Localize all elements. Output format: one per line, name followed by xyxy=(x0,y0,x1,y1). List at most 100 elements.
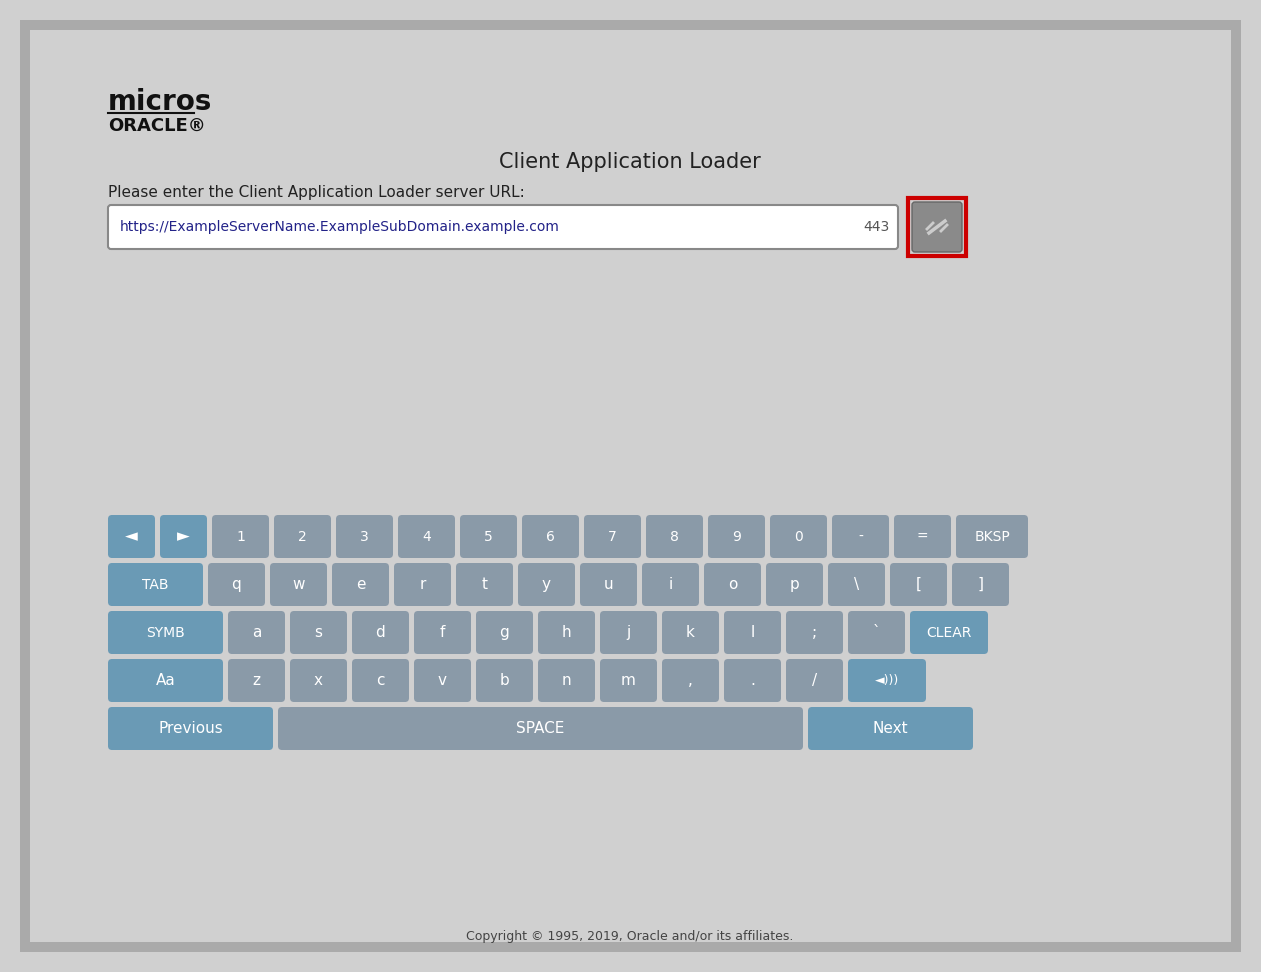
Text: w: w xyxy=(293,577,305,592)
Text: t: t xyxy=(482,577,488,592)
FancyBboxPatch shape xyxy=(704,563,760,606)
FancyBboxPatch shape xyxy=(642,563,699,606)
Text: 4: 4 xyxy=(422,530,431,543)
Text: q: q xyxy=(232,577,241,592)
FancyBboxPatch shape xyxy=(724,659,781,702)
FancyBboxPatch shape xyxy=(828,563,885,606)
FancyBboxPatch shape xyxy=(108,205,898,249)
Text: =: = xyxy=(917,530,928,543)
FancyBboxPatch shape xyxy=(212,515,269,558)
Text: .: . xyxy=(750,673,755,688)
FancyBboxPatch shape xyxy=(522,515,579,558)
Text: l: l xyxy=(750,625,754,640)
FancyBboxPatch shape xyxy=(847,659,926,702)
FancyBboxPatch shape xyxy=(108,515,155,558)
Text: CLEAR: CLEAR xyxy=(927,626,972,640)
FancyBboxPatch shape xyxy=(277,707,803,750)
FancyBboxPatch shape xyxy=(108,659,223,702)
Text: k: k xyxy=(686,625,695,640)
Text: x: x xyxy=(314,673,323,688)
FancyBboxPatch shape xyxy=(352,659,409,702)
FancyBboxPatch shape xyxy=(274,515,330,558)
FancyBboxPatch shape xyxy=(952,563,1009,606)
FancyBboxPatch shape xyxy=(475,659,533,702)
Text: ►: ► xyxy=(177,528,190,545)
Text: -: - xyxy=(857,530,863,543)
FancyBboxPatch shape xyxy=(786,659,844,702)
Text: TAB: TAB xyxy=(142,577,169,592)
Text: 9: 9 xyxy=(733,530,741,543)
Text: a: a xyxy=(252,625,261,640)
Text: s: s xyxy=(314,625,323,640)
Text: Client Application Loader: Client Application Loader xyxy=(499,152,760,172)
FancyBboxPatch shape xyxy=(580,563,637,606)
FancyBboxPatch shape xyxy=(600,659,657,702)
Text: \: \ xyxy=(854,577,859,592)
Text: c: c xyxy=(376,673,385,688)
Text: Copyright © 1995, 2019, Oracle and/or its affiliates.: Copyright © 1995, 2019, Oracle and/or it… xyxy=(467,930,793,943)
FancyBboxPatch shape xyxy=(910,611,989,654)
FancyBboxPatch shape xyxy=(724,611,781,654)
FancyBboxPatch shape xyxy=(538,659,595,702)
Text: j: j xyxy=(627,625,630,640)
Text: n: n xyxy=(561,673,571,688)
Text: Aa: Aa xyxy=(155,673,175,688)
Text: 3: 3 xyxy=(361,530,369,543)
FancyBboxPatch shape xyxy=(662,611,719,654)
FancyBboxPatch shape xyxy=(707,515,765,558)
Text: ;: ; xyxy=(812,625,817,640)
Text: ◄: ◄ xyxy=(125,528,137,545)
FancyBboxPatch shape xyxy=(108,611,223,654)
FancyBboxPatch shape xyxy=(108,707,272,750)
Text: ◄))): ◄))) xyxy=(875,674,899,687)
Text: https://ExampleServerName.ExampleSubDomain.example.com: https://ExampleServerName.ExampleSubDoma… xyxy=(120,220,560,234)
Text: [: [ xyxy=(915,577,922,592)
Text: Previous: Previous xyxy=(158,721,223,736)
Text: e: e xyxy=(356,577,366,592)
FancyBboxPatch shape xyxy=(208,563,265,606)
FancyBboxPatch shape xyxy=(894,515,951,558)
Text: 5: 5 xyxy=(484,530,493,543)
Text: ,: , xyxy=(689,673,694,688)
FancyBboxPatch shape xyxy=(646,515,702,558)
Text: Please enter the Client Application Loader server URL:: Please enter the Client Application Load… xyxy=(108,185,525,200)
Text: r: r xyxy=(420,577,426,592)
FancyBboxPatch shape xyxy=(765,563,823,606)
FancyBboxPatch shape xyxy=(414,611,472,654)
Text: ORACLE®: ORACLE® xyxy=(108,117,206,135)
Text: micros: micros xyxy=(108,88,212,116)
FancyBboxPatch shape xyxy=(584,515,641,558)
Text: u: u xyxy=(604,577,613,592)
FancyBboxPatch shape xyxy=(228,611,285,654)
FancyBboxPatch shape xyxy=(108,563,203,606)
Text: i: i xyxy=(668,577,672,592)
Text: y: y xyxy=(542,577,551,592)
Text: v: v xyxy=(438,673,446,688)
Text: 6: 6 xyxy=(546,530,555,543)
Text: Next: Next xyxy=(873,721,908,736)
FancyBboxPatch shape xyxy=(160,515,207,558)
Text: g: g xyxy=(499,625,509,640)
Text: f: f xyxy=(440,625,445,640)
Text: BKSP: BKSP xyxy=(975,530,1010,543)
FancyBboxPatch shape xyxy=(538,611,595,654)
FancyBboxPatch shape xyxy=(786,611,844,654)
Text: 2: 2 xyxy=(298,530,306,543)
Text: 1: 1 xyxy=(236,530,245,543)
FancyBboxPatch shape xyxy=(332,563,388,606)
Text: 8: 8 xyxy=(670,530,678,543)
Bar xyxy=(908,198,966,256)
FancyBboxPatch shape xyxy=(847,611,905,654)
FancyBboxPatch shape xyxy=(890,563,947,606)
FancyBboxPatch shape xyxy=(912,202,962,252)
FancyBboxPatch shape xyxy=(956,515,1028,558)
Text: 0: 0 xyxy=(794,530,803,543)
FancyBboxPatch shape xyxy=(270,563,327,606)
Text: p: p xyxy=(789,577,799,592)
FancyBboxPatch shape xyxy=(393,563,451,606)
FancyBboxPatch shape xyxy=(335,515,393,558)
Text: b: b xyxy=(499,673,509,688)
FancyBboxPatch shape xyxy=(600,611,657,654)
Text: `: ` xyxy=(873,625,880,640)
Text: /: / xyxy=(812,673,817,688)
